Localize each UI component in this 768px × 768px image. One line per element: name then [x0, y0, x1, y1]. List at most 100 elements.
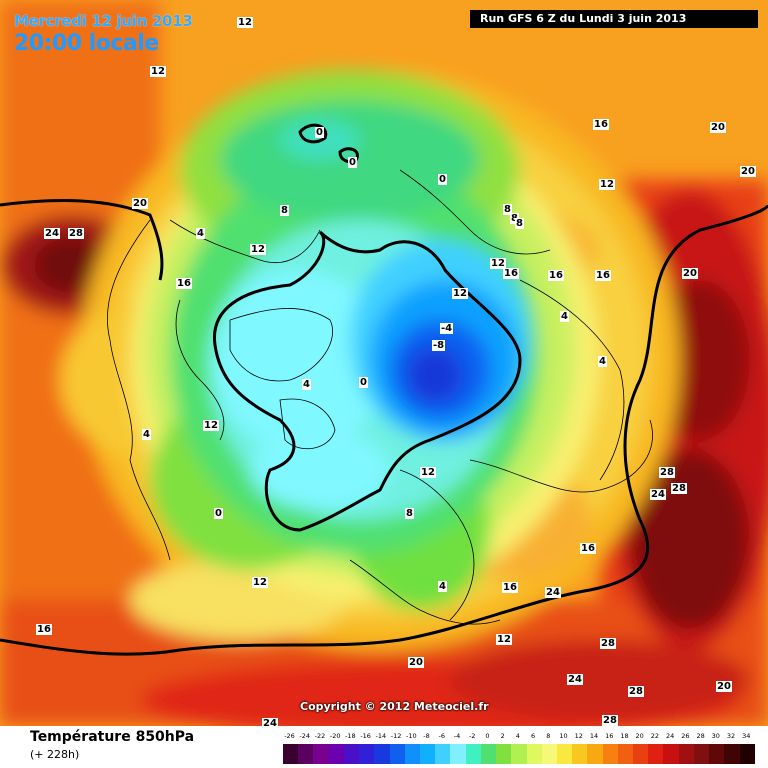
scale-label: 34 — [742, 732, 751, 740]
contour-label: 28 — [628, 686, 644, 697]
contour-label: 16 — [580, 543, 596, 554]
scale-label: 18 — [620, 732, 629, 740]
contour-label: 4 — [438, 581, 447, 592]
contour-label: 12 — [496, 634, 512, 645]
scale-label: 20 — [635, 732, 644, 740]
contour-label: 0 — [348, 157, 357, 168]
scale-swatch — [496, 744, 512, 764]
temperature-field — [0, 0, 768, 726]
forecast-date: Mercredi 12 juin 2013 — [14, 12, 193, 30]
scale-label: -20 — [329, 732, 341, 740]
contour-label: 20 — [716, 681, 732, 692]
scale-swatch — [663, 744, 679, 764]
contour-label: 16 — [593, 119, 609, 130]
scale-swatch — [526, 744, 542, 764]
color-scale-bar — [283, 744, 755, 764]
legend-title: Température 850hPa — [30, 729, 195, 745]
contour-label: 16 — [503, 268, 519, 279]
contour-label: 4 — [560, 311, 569, 322]
scale-swatch — [572, 744, 588, 764]
scale-label: -22 — [314, 732, 326, 740]
contour-label: 28 — [602, 715, 618, 726]
scale-swatch — [419, 744, 436, 764]
contour-label: 12 — [490, 258, 506, 269]
scale-label: 12 — [574, 732, 583, 740]
scale-swatch — [480, 744, 497, 764]
contour-label: 28 — [659, 467, 675, 478]
contour-label: 16 — [502, 582, 518, 593]
contour-label: 12 — [452, 288, 468, 299]
forecast-time: 20:00 locale — [14, 31, 159, 56]
contour-label: 4 — [598, 356, 607, 367]
temperature-map: Mercredi 12 juin 2013 20:00 locale Run G… — [0, 0, 768, 726]
contour-label: 20 — [740, 166, 756, 177]
contour-label: 0 — [359, 377, 368, 388]
run-info-banner: Run GFS 6 Z du Lundi 3 juin 2013 — [470, 10, 758, 28]
scale-swatch — [298, 744, 314, 764]
contour-label: 28 — [68, 228, 84, 239]
contour-label: 12 — [250, 244, 266, 255]
scale-label: 8 — [546, 732, 551, 740]
scale-label: 2 — [500, 732, 505, 740]
scale-label: 28 — [696, 732, 705, 740]
scale-swatch — [693, 744, 710, 764]
contour-label: 8 — [510, 213, 519, 224]
contour-label: 8 — [503, 204, 512, 215]
scale-swatch — [587, 744, 603, 764]
scale-swatch — [328, 744, 344, 764]
contour-label: 12 — [150, 66, 166, 77]
contour-label: 8 — [405, 508, 414, 519]
scale-swatch — [450, 744, 466, 764]
scale-label: -4 — [453, 732, 461, 740]
scale-swatch — [602, 744, 618, 764]
contour-label: 8 — [280, 205, 289, 216]
contour-label: 20 — [682, 268, 698, 279]
color-scale-labels: -26 -24 -22 -20 -18 -16 -14 -12 -10 -8 -6 -4 -2 0 2 4 6 8… — [283, 732, 755, 742]
scale-label: -6 — [438, 732, 445, 740]
contour-label: 20 — [132, 198, 148, 209]
scale-swatch — [617, 744, 634, 764]
scale-label: 14 — [589, 732, 599, 740]
contour-label: 24 — [650, 489, 666, 500]
scale-label: -26 — [284, 732, 295, 740]
scale-swatch — [343, 744, 360, 764]
contour-label: -4 — [440, 323, 454, 334]
contour-label: 16 — [176, 278, 192, 289]
contour-label: 24 — [262, 718, 278, 726]
contour-label: 12 — [203, 420, 219, 431]
scale-swatch — [283, 744, 299, 764]
scale-swatch — [389, 744, 405, 764]
contour-label: 0 — [438, 174, 447, 185]
scale-label: -14 — [375, 732, 387, 740]
scale-label: 16 — [605, 732, 614, 740]
contour-label: 0 — [214, 508, 223, 519]
contour-label: 16 — [595, 270, 611, 281]
contour-label: 12 — [420, 467, 436, 478]
scale-swatch — [648, 744, 664, 764]
contour-label: 20 — [710, 122, 726, 133]
contour-label: 20 — [408, 657, 424, 668]
contour-label: 28 — [671, 483, 687, 494]
contour-label: 12 — [599, 179, 615, 190]
contour-label: 8 — [515, 218, 524, 229]
contour-label: -8 — [432, 340, 446, 351]
scale-swatch — [313, 744, 329, 764]
contour-label: 24 — [545, 587, 561, 598]
contour-label: 12 — [252, 577, 268, 588]
scale-label: -24 — [299, 732, 311, 740]
contour-label: 16 — [36, 624, 52, 635]
scale-label: 22 — [650, 732, 660, 740]
scale-label: 10 — [559, 732, 568, 740]
scale-label: 4 — [515, 732, 520, 740]
scale-swatch — [374, 744, 390, 764]
scale-label: 6 — [531, 732, 536, 740]
scale-swatch — [359, 744, 375, 764]
scale-label: -12 — [390, 732, 402, 740]
scale-swatch — [709, 744, 725, 764]
copyright-notice: Copyright © 2012 Meteociel.fr — [300, 700, 489, 713]
scale-label: 24 — [666, 732, 675, 740]
scale-label: -10 — [405, 732, 417, 740]
scale-swatch — [541, 744, 557, 764]
contour-label: 28 — [600, 638, 616, 649]
scale-swatch — [678, 744, 694, 764]
